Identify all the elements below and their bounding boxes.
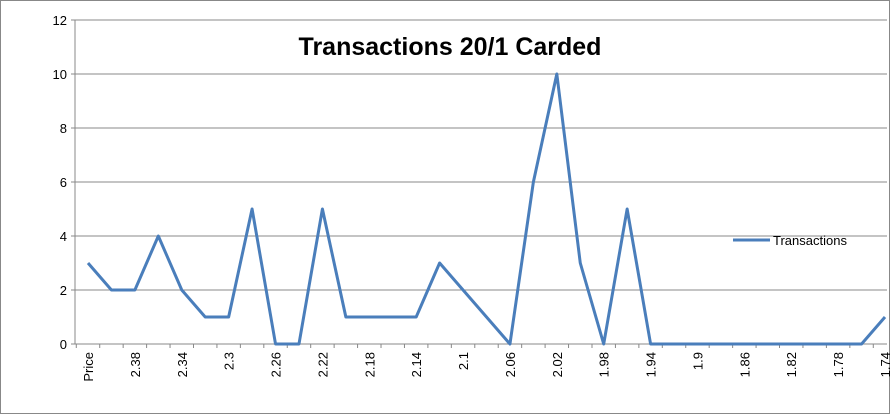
x-tick-label: 2.1 bbox=[456, 352, 471, 370]
y-tick-label: 2 bbox=[60, 283, 67, 298]
x-tick-label: 1.94 bbox=[644, 352, 659, 377]
y-tick-label: 0 bbox=[60, 337, 67, 352]
x-tick-label: 2.14 bbox=[409, 352, 424, 377]
x-tick-label: 2.3 bbox=[222, 352, 237, 370]
line bbox=[86, 72, 887, 346]
x-tick-label: 1.9 bbox=[690, 352, 705, 370]
x-tick-label: 1.78 bbox=[831, 352, 846, 377]
x-tick-label: 1.74 bbox=[878, 352, 891, 377]
x-tick-label: 2.26 bbox=[269, 352, 284, 377]
x-tick-label: 1.86 bbox=[737, 352, 752, 377]
y-tick-label: 4 bbox=[60, 229, 67, 244]
x-tick-label: 2.34 bbox=[175, 352, 190, 377]
x-tick-label: 1.98 bbox=[597, 352, 612, 377]
x-tick-label: Price bbox=[81, 352, 96, 382]
chart-title: Transactions 20/1 Carded bbox=[299, 33, 602, 61]
x-tick-label: 2.22 bbox=[315, 352, 330, 377]
x-tick-label: 2.06 bbox=[503, 352, 518, 377]
x-tick-label: 2.38 bbox=[128, 352, 143, 377]
y-tick-label: 10 bbox=[53, 67, 67, 82]
y-tick-label: 6 bbox=[60, 175, 67, 190]
legend-label: Transactions bbox=[773, 233, 847, 248]
x-tick-label: 1.82 bbox=[784, 352, 799, 377]
y-tick-label: 12 bbox=[53, 13, 67, 28]
x-tick-label: 2.02 bbox=[550, 352, 565, 377]
x-tick-label: 2.18 bbox=[362, 352, 377, 377]
y-tick-label: 8 bbox=[60, 121, 67, 136]
